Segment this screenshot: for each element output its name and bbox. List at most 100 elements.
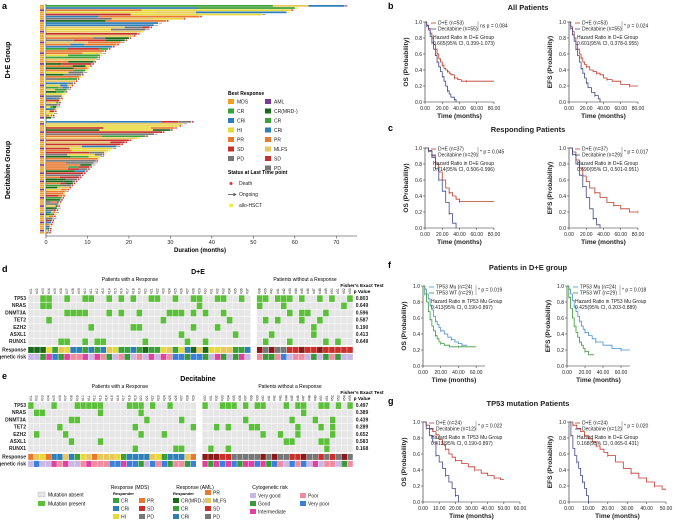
swimmer-disease-marker <box>40 48 44 50</box>
oncoprint-cell <box>161 409 167 417</box>
oncoprint-cyto-cell <box>202 460 208 467</box>
swimmer-bar-segment <box>46 45 113 48</box>
oncoprint-cell <box>260 402 266 409</box>
swimmer-bar-segment <box>46 86 59 89</box>
oncoprint-cell <box>335 402 342 409</box>
oncoprint-cyto-cell <box>184 353 191 360</box>
swimmer-bar-segment <box>46 110 50 113</box>
swimmer-death-marker <box>65 91 68 93</box>
oncoprint-cell <box>68 423 75 431</box>
oncoprint-cell <box>178 324 185 331</box>
oncoprint-cell <box>121 438 127 445</box>
oncoprint-cell <box>80 416 86 424</box>
oncoprint-cell <box>94 338 101 346</box>
swimmer-death-marker <box>50 223 53 226</box>
swimmer-bar-segment <box>74 170 86 172</box>
swimmer-bar-segment <box>49 215 54 218</box>
oncoprint-cell <box>262 338 269 346</box>
oncoprint-patient-id: #03 <box>41 395 45 401</box>
swimmer-bar-segment <box>46 48 68 50</box>
swimmer-bar-segment <box>61 188 67 191</box>
oncoprint-response-cell <box>305 346 311 353</box>
swimmer-bar-segment <box>46 205 53 207</box>
swimmer-disease-marker <box>40 131 44 133</box>
oncoprint-cell <box>220 302 227 310</box>
swimmer-disease-marker <box>40 151 44 154</box>
oncoprint-cell <box>244 316 251 324</box>
oncoprint-cell <box>166 295 173 302</box>
oncoprint-cell <box>124 295 131 302</box>
swimmer-death-marker <box>92 63 95 65</box>
oncoprint-response-cell <box>329 346 335 353</box>
swimmer-bar-segment <box>55 205 58 207</box>
oncoprint-cell <box>190 316 197 324</box>
swimmer-bar-segment <box>46 188 58 191</box>
oncoprint-cell <box>58 316 64 324</box>
oncoprint-pvalue: 0.389 <box>356 410 369 416</box>
oncoprint-cell <box>305 331 311 338</box>
oncoprint-response-cell <box>40 346 46 353</box>
km-legend-label-2: Decitabine (n=29) <box>438 153 478 159</box>
oncoprint-cell <box>226 324 233 331</box>
legend-cyto-item: Very good <box>258 493 281 499</box>
oncoprint-cell <box>305 302 311 310</box>
oncoprint-cell <box>347 431 353 438</box>
oncoprint-cell <box>272 423 278 431</box>
km-ylabel: EFS (Probability) <box>545 300 552 352</box>
swimmer-disease-marker <box>40 67 44 70</box>
oncoprint-cell <box>231 423 237 431</box>
oncoprint-cyto-cell <box>57 460 63 467</box>
km-hr-value: 0.425(95% CI, 0.203-0.889) <box>575 305 637 311</box>
swimmer-bar-segment <box>46 26 125 29</box>
oncoprint-cyto-cell <box>150 460 156 467</box>
panel-label-f: f <box>388 260 392 270</box>
oncoprint-cell <box>106 324 113 331</box>
oncoprint-cell <box>341 316 347 324</box>
panel-label-c: c <box>388 123 393 133</box>
oncoprint-cell <box>46 338 52 346</box>
oncoprint-patient-id: #30 <box>203 395 207 401</box>
legend-mds-item: CRi <box>121 506 129 512</box>
legend-mds-item: PR <box>147 498 154 504</box>
oncoprint-patient-id: #36 <box>240 288 244 294</box>
swimmer-death-marker <box>69 186 72 189</box>
km-ylabel: OS (Probability) <box>403 37 410 86</box>
swimmer-bar-segment <box>61 63 92 65</box>
oncoprint-cell <box>106 331 113 338</box>
oncoprint-cell <box>219 445 226 453</box>
oncoprint-cyto-cell <box>155 460 162 467</box>
oncoprint-cell <box>63 438 69 445</box>
oncoprint-patient-id: #16 <box>119 288 123 294</box>
oncoprint-cell <box>299 309 305 317</box>
oncoprint-cell <box>295 431 301 438</box>
oncoprint-cell <box>208 302 215 310</box>
oncoprint-cell <box>80 409 86 417</box>
swimmer-bar-segment <box>46 56 98 59</box>
oncoprint-response-cell <box>317 346 323 353</box>
oncoprint-response-cell <box>262 346 269 353</box>
oncoprint-cell <box>80 438 86 445</box>
swimmer-bar-segment <box>46 11 155 14</box>
swimmer-xlabel: Duration (months) <box>174 248 226 254</box>
oncoprint-cell <box>238 338 245 346</box>
oncoprint-cell <box>106 338 113 346</box>
swimmer-death-marker <box>85 170 88 173</box>
oncoprint-cell <box>184 431 191 438</box>
swimmer-disease-marker <box>40 63 44 65</box>
swimmer-disease-marker <box>40 22 44 24</box>
oncoprint-response-cell <box>283 453 289 460</box>
oncoprint-patient-id: #04 <box>46 395 50 401</box>
oncoprint-cell <box>34 431 40 438</box>
swimmer-disease-marker <box>40 197 44 199</box>
oncoprint-response-cell <box>272 453 278 460</box>
oncoprint-response-cell <box>214 346 221 353</box>
oncoprint-cell <box>244 302 251 310</box>
oncoprint-cell <box>226 338 233 346</box>
swimmer-bar-segment <box>46 82 59 85</box>
oncoprint-response-cell <box>324 453 330 460</box>
swimmer-death-marker <box>146 135 148 138</box>
swimmer-bar-segment <box>46 17 112 20</box>
oncoprint-de-nonresp-label: Patients without a Response <box>273 277 337 283</box>
oncoprint-cell <box>347 295 353 302</box>
oncoprint-cyto-cell <box>34 353 40 360</box>
